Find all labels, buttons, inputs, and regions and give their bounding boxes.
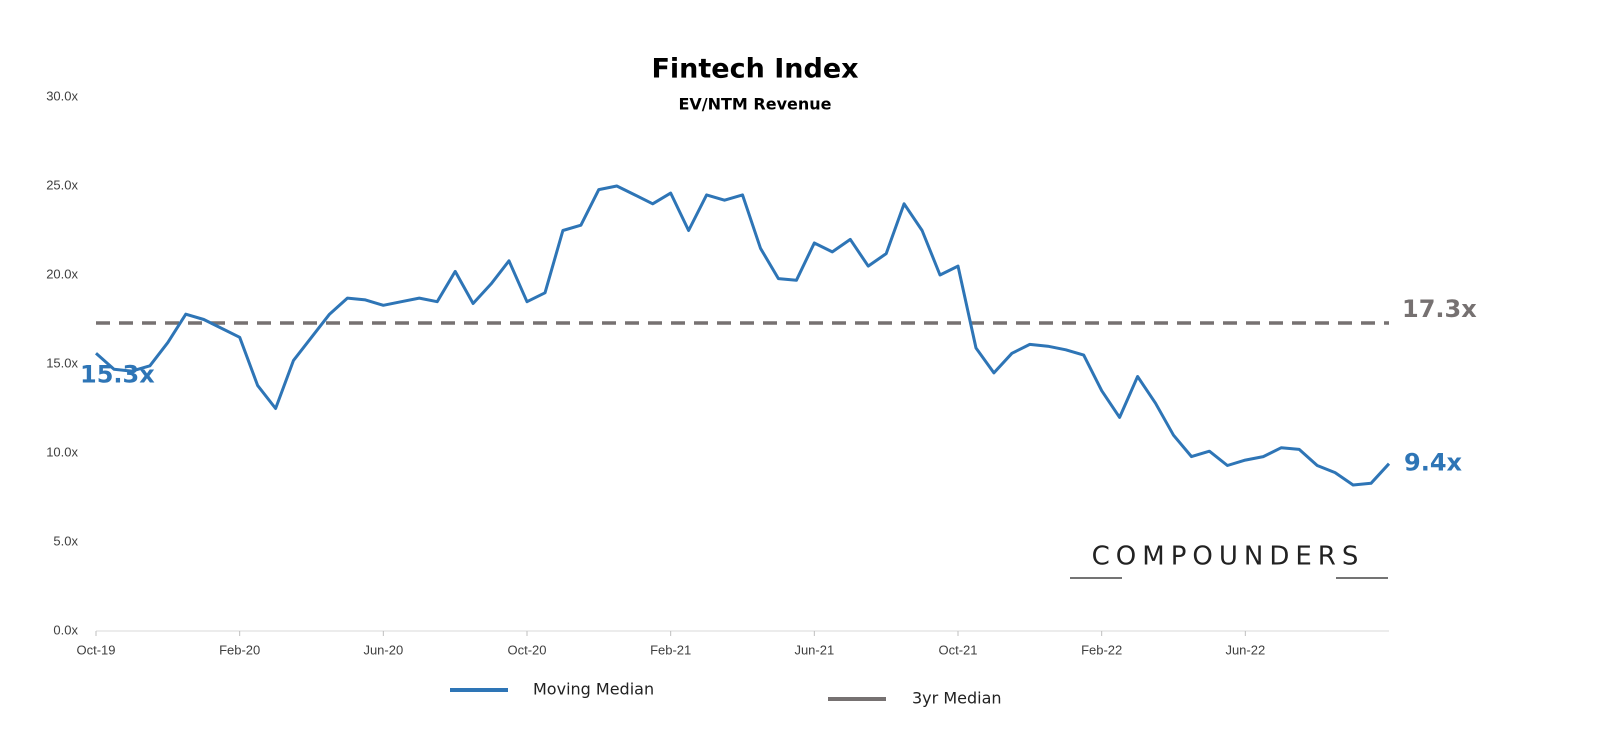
y-tick-label: 30.0x	[46, 88, 78, 103]
watermark: COMPOUNDERS	[1092, 542, 1365, 572]
start-annotation: 15.3x	[80, 360, 155, 388]
x-tick-label: Jun-22	[1225, 642, 1265, 657]
x-tick-label: Oct-21	[938, 642, 977, 657]
x-tick-label: Oct-19	[76, 642, 115, 657]
y-tick-label: 25.0x	[46, 177, 78, 192]
x-tick-label: Jun-20	[363, 642, 403, 657]
end-annotation: 9.4x	[1404, 449, 1463, 477]
x-tick-label: Feb-22	[1081, 642, 1122, 657]
x-tick-label: Oct-20	[507, 642, 546, 657]
reference-label: 17.3x	[1402, 295, 1477, 323]
legend-label: Moving Median	[533, 680, 654, 699]
chart-title: Fintech Index	[651, 54, 858, 85]
chart-subtitle: EV/NTM Revenue	[678, 95, 831, 114]
y-tick-label: 20.0x	[46, 266, 78, 281]
legend-label: 3yr Median	[912, 689, 1002, 708]
series-line	[95, 184, 1391, 487]
y-tick-label: 10.0x	[46, 444, 78, 459]
y-tick-label: 5.0x	[53, 533, 78, 548]
y-tick-label: 0.0x	[53, 622, 78, 637]
x-tick-label: Feb-20	[219, 642, 260, 657]
x-tick-label: Feb-21	[650, 642, 691, 657]
x-tick-label: Jun-21	[794, 642, 834, 657]
y-tick-label: 15.0x	[46, 355, 78, 370]
